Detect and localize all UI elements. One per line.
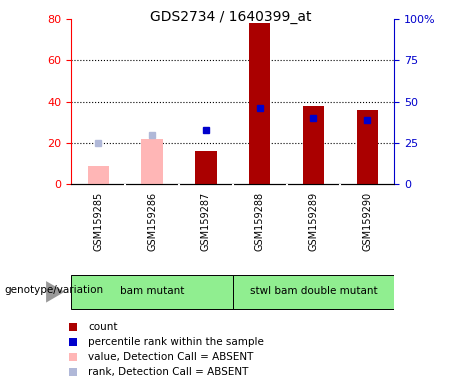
Text: value, Detection Call = ABSENT: value, Detection Call = ABSENT — [88, 352, 254, 362]
Text: GSM159288: GSM159288 — [254, 191, 265, 250]
Text: GSM159289: GSM159289 — [308, 191, 319, 250]
Polygon shape — [46, 281, 65, 303]
Bar — [233, 275, 394, 309]
Bar — [71, 275, 233, 309]
Text: percentile rank within the sample: percentile rank within the sample — [88, 337, 264, 347]
Text: rank, Detection Call = ABSENT: rank, Detection Call = ABSENT — [88, 367, 248, 377]
Bar — [303, 106, 324, 184]
Text: count: count — [88, 322, 118, 332]
Bar — [88, 166, 109, 184]
Bar — [356, 110, 378, 184]
Bar — [249, 23, 271, 184]
Bar — [142, 139, 163, 184]
Text: GSM159285: GSM159285 — [93, 191, 103, 251]
Text: GDS2734 / 1640399_at: GDS2734 / 1640399_at — [150, 10, 311, 23]
Text: GSM159287: GSM159287 — [201, 191, 211, 251]
Text: stwl bam double mutant: stwl bam double mutant — [250, 286, 377, 296]
Text: bam mutant: bam mutant — [120, 286, 184, 296]
Text: GSM159286: GSM159286 — [147, 191, 157, 250]
Text: genotype/variation: genotype/variation — [5, 285, 104, 295]
Text: GSM159290: GSM159290 — [362, 191, 372, 250]
Bar — [195, 151, 217, 184]
